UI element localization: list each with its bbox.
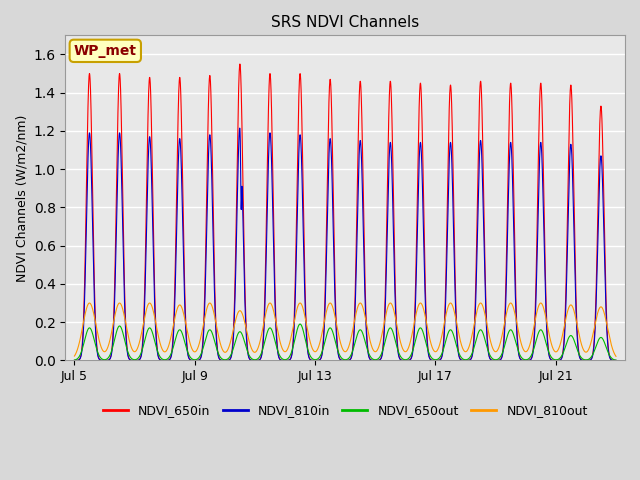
NDVI_650in — [216, 355, 223, 361]
NDVI_810out — [216, 336, 223, 342]
NDVI_650out — [612, 357, 620, 363]
Y-axis label: NDVI Channels (W/m2/nm): NDVI Channels (W/m2/nm) — [15, 114, 28, 282]
Line: NDVI_810out: NDVI_810out — [74, 303, 616, 356]
NDVI_650in — [102, 358, 109, 363]
NDVI_650in — [603, 324, 611, 330]
NDVI_810out — [102, 348, 109, 354]
NDVI_810in — [603, 331, 611, 336]
NDVI_650in — [236, 61, 244, 67]
NDVI_650out — [216, 352, 223, 358]
NDVI_650in — [402, 358, 410, 363]
NDVI_650out — [70, 357, 78, 363]
Line: NDVI_650in: NDVI_650in — [74, 64, 616, 360]
NDVI_650out — [410, 345, 417, 350]
NDVI_810out — [410, 324, 417, 329]
NDVI_650in — [70, 358, 78, 363]
NDVI_810in — [612, 358, 620, 363]
NDVI_810in — [236, 125, 244, 131]
NDVI_650out — [102, 357, 109, 362]
NDVI_650in — [498, 354, 506, 360]
NDVI_810out — [402, 349, 410, 355]
NDVI_810out — [612, 353, 620, 359]
Title: SRS NDVI Channels: SRS NDVI Channels — [271, 15, 419, 30]
NDVI_810in — [498, 354, 506, 360]
NDVI_810in — [410, 340, 417, 346]
NDVI_650out — [498, 351, 506, 357]
NDVI_810out — [70, 353, 78, 359]
NDVI_650in — [612, 358, 620, 363]
NDVI_650out — [402, 357, 410, 362]
NDVI_650out — [296, 321, 304, 327]
NDVI_810in — [102, 358, 109, 363]
Legend: NDVI_650in, NDVI_810in, NDVI_650out, NDVI_810out: NDVI_650in, NDVI_810in, NDVI_650out, NDV… — [98, 399, 593, 422]
NDVI_810out — [498, 334, 506, 339]
NDVI_810in — [402, 358, 410, 363]
NDVI_810out — [116, 300, 124, 306]
Line: NDVI_810in: NDVI_810in — [74, 128, 616, 360]
NDVI_650in — [410, 336, 417, 341]
NDVI_810in — [70, 358, 78, 363]
Text: WP_met: WP_met — [74, 44, 137, 58]
NDVI_810in — [216, 356, 223, 361]
Line: NDVI_650out: NDVI_650out — [74, 324, 616, 360]
NDVI_810out — [603, 323, 611, 328]
NDVI_650out — [603, 347, 611, 352]
